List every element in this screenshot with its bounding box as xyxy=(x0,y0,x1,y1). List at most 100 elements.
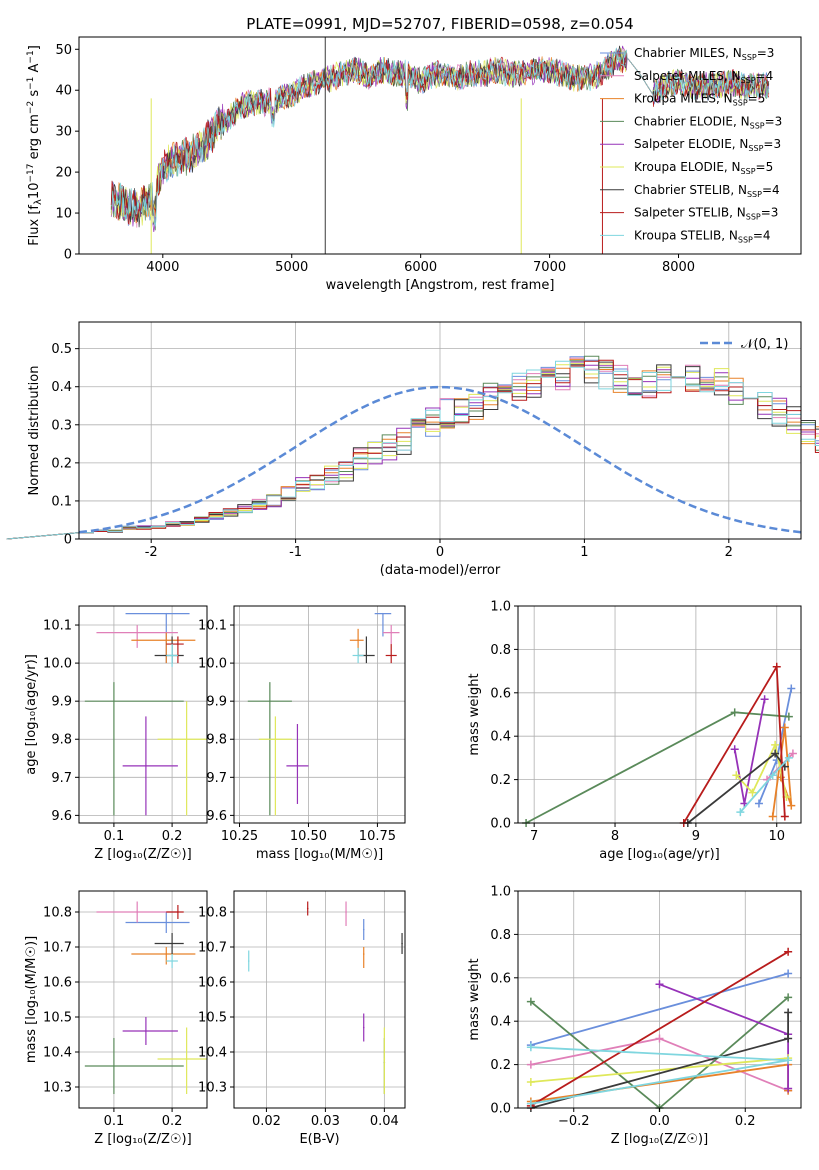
x-tick-label: 10 xyxy=(768,829,785,844)
spectrum-line-8 xyxy=(110,48,770,226)
axes-frame xyxy=(78,605,208,824)
legend-name: Chabrier STELIB, N xyxy=(634,183,747,197)
x-tick-label: 0.03 xyxy=(311,1114,340,1129)
y-tick-label: 9.7 xyxy=(51,771,72,786)
y-axis-label-part: 10 xyxy=(27,183,42,200)
plus-marker xyxy=(655,1034,664,1043)
legend-sub: SSP xyxy=(733,99,748,108)
y-axis-label-part: −2 xyxy=(26,101,36,114)
x-axis-label: (data-model)/error xyxy=(380,563,501,578)
legend-sub: SSP xyxy=(741,76,756,85)
legend-tail: =3 xyxy=(761,206,779,220)
axes-age-vs-metallicity: 0.1 0.2 9.6 9.7 9.8 9.9 10.0 10.1 Z [log₁₀(Z/Z☉)… xyxy=(24,605,208,862)
data-point xyxy=(306,907,309,910)
y-tick-label: 0.4 xyxy=(490,1015,511,1030)
y-axis-label-part: s xyxy=(27,90,42,101)
y-tick-label: 0.4 xyxy=(490,730,511,745)
y-axis-label-part: Flux [f xyxy=(27,205,42,246)
legend-name: Kroupa ELODIE, N xyxy=(634,160,741,174)
y-tick-label: 10.5 xyxy=(43,1011,72,1026)
x-tick-label: 7 xyxy=(530,829,538,844)
axes-frame xyxy=(78,890,208,1109)
legend-tail: =3 xyxy=(763,137,781,151)
y-tick-label: 0.3 xyxy=(51,418,72,433)
y-tick-label: 1.0 xyxy=(490,600,511,615)
plot-area-mass-vs-metallicity xyxy=(84,901,207,1094)
plus-marker xyxy=(784,993,793,1002)
plus-marker xyxy=(526,1060,535,1069)
data-point xyxy=(296,765,299,767)
x-axis-label: mass [log₁₀(M/M☉)] xyxy=(256,847,383,862)
plus-marker xyxy=(784,1008,793,1017)
y-tick-label: 10.4 xyxy=(43,1046,72,1061)
y-tick-label: 10 xyxy=(55,207,72,222)
y-tick-label: 10.3 xyxy=(43,1081,72,1096)
y-tick-label: 9.6 xyxy=(51,809,72,824)
y-tick-label: 20 xyxy=(55,166,72,181)
y-axis-label: Normed distribution xyxy=(27,366,42,496)
axes-mass-vs-ebv: 0.02 0.03 0.04 10.3 10.4 10.5 10.6 10.7 10.8 E(B-… xyxy=(198,890,406,1147)
axes-mass-vs-metallicity: 0.1 0.2 10.3 10.4 10.5 10.6 10.7 10.8 Z [log₁₀(Z… xyxy=(24,890,208,1147)
y-tick-label: 0.1 xyxy=(51,494,72,509)
legend-tail: =5 xyxy=(756,160,774,174)
data-point xyxy=(165,639,168,642)
y-tick-label: 0.0 xyxy=(490,817,511,832)
series-line-5 xyxy=(659,983,789,1089)
x-tick-label: 4000 xyxy=(146,260,179,275)
series-line-8 xyxy=(530,951,789,1107)
plus-marker xyxy=(526,997,535,1006)
x-axis-label: wavelength [Angstrom, rest frame] xyxy=(326,278,555,293)
x-tick-label: 2 xyxy=(725,545,733,560)
legend-sub: SSP xyxy=(748,144,763,153)
legend-name: Chabrier ELODIE, N xyxy=(634,114,750,128)
plot-area-mass-vs-ebv xyxy=(247,901,403,1094)
x-axis-label: Z [log₁₀(Z/Z☉)] xyxy=(94,1132,191,1147)
x-axis-label: E(B-V) xyxy=(299,1132,339,1147)
y-axis-label-part: −1 xyxy=(26,50,36,63)
plus-marker xyxy=(768,771,777,780)
chart-title: PLATE=0991, MJD=52707, FIBERID=0598, z=0… xyxy=(246,15,633,33)
y-tick-label: 9.8 xyxy=(51,733,72,748)
plus-marker xyxy=(787,801,796,810)
data-point xyxy=(185,1058,188,1060)
legend-tail: =4 xyxy=(753,228,771,242)
y-tick-label: 0.2 xyxy=(490,773,511,788)
plus-marker xyxy=(784,969,793,978)
y-tick-label: 0 xyxy=(64,533,72,548)
y-tick-label: 0.2 xyxy=(490,1058,511,1073)
legend-entry: Kroupa ELODIE, NSSP=5 xyxy=(634,160,773,176)
data-point xyxy=(113,700,115,702)
data-point xyxy=(390,654,393,657)
legend-sub: SSP xyxy=(741,167,756,176)
y-axis-label-part: −1 xyxy=(26,77,36,90)
legend-tail: =3 xyxy=(765,114,783,128)
x-tick-label: 0.2 xyxy=(735,1114,756,1129)
x-axis-label: age [log₁₀(age/yr)] xyxy=(599,847,720,862)
y-tick-label: 50 xyxy=(55,43,72,58)
data-point xyxy=(269,700,271,702)
data-point xyxy=(362,953,365,955)
normal-curve xyxy=(78,385,802,534)
y-tick-label: 10.3 xyxy=(198,1081,227,1096)
plus-marker xyxy=(784,1084,793,1093)
y-tick-label: 0.2 xyxy=(51,456,72,471)
histogram-series-9 xyxy=(6,360,819,540)
plot-area-age-vs-mass xyxy=(247,612,400,816)
series-line-6 xyxy=(530,1057,789,1083)
legend-sub: SSP xyxy=(746,213,761,222)
y-tick-label: 0 xyxy=(64,248,72,263)
x-tick-label: 0.2 xyxy=(162,829,183,844)
legend-sub: SSP xyxy=(747,190,762,199)
plot-area-age-vs-metallicity xyxy=(84,612,207,816)
y-tick-label: 0.6 xyxy=(490,971,511,986)
plus-marker xyxy=(526,1099,535,1108)
x-tick-label: 5000 xyxy=(275,260,308,275)
legend-name: Kroupa STELIB, N xyxy=(634,228,738,242)
x-tick-label: 0.1 xyxy=(104,1114,125,1129)
legend-entry: Chabrier ELODIE, NSSP=3 xyxy=(634,114,782,130)
x-tick-label: 10.25 xyxy=(221,829,258,844)
plus-marker xyxy=(732,771,741,780)
y-tick-label: 0.8 xyxy=(490,928,511,943)
